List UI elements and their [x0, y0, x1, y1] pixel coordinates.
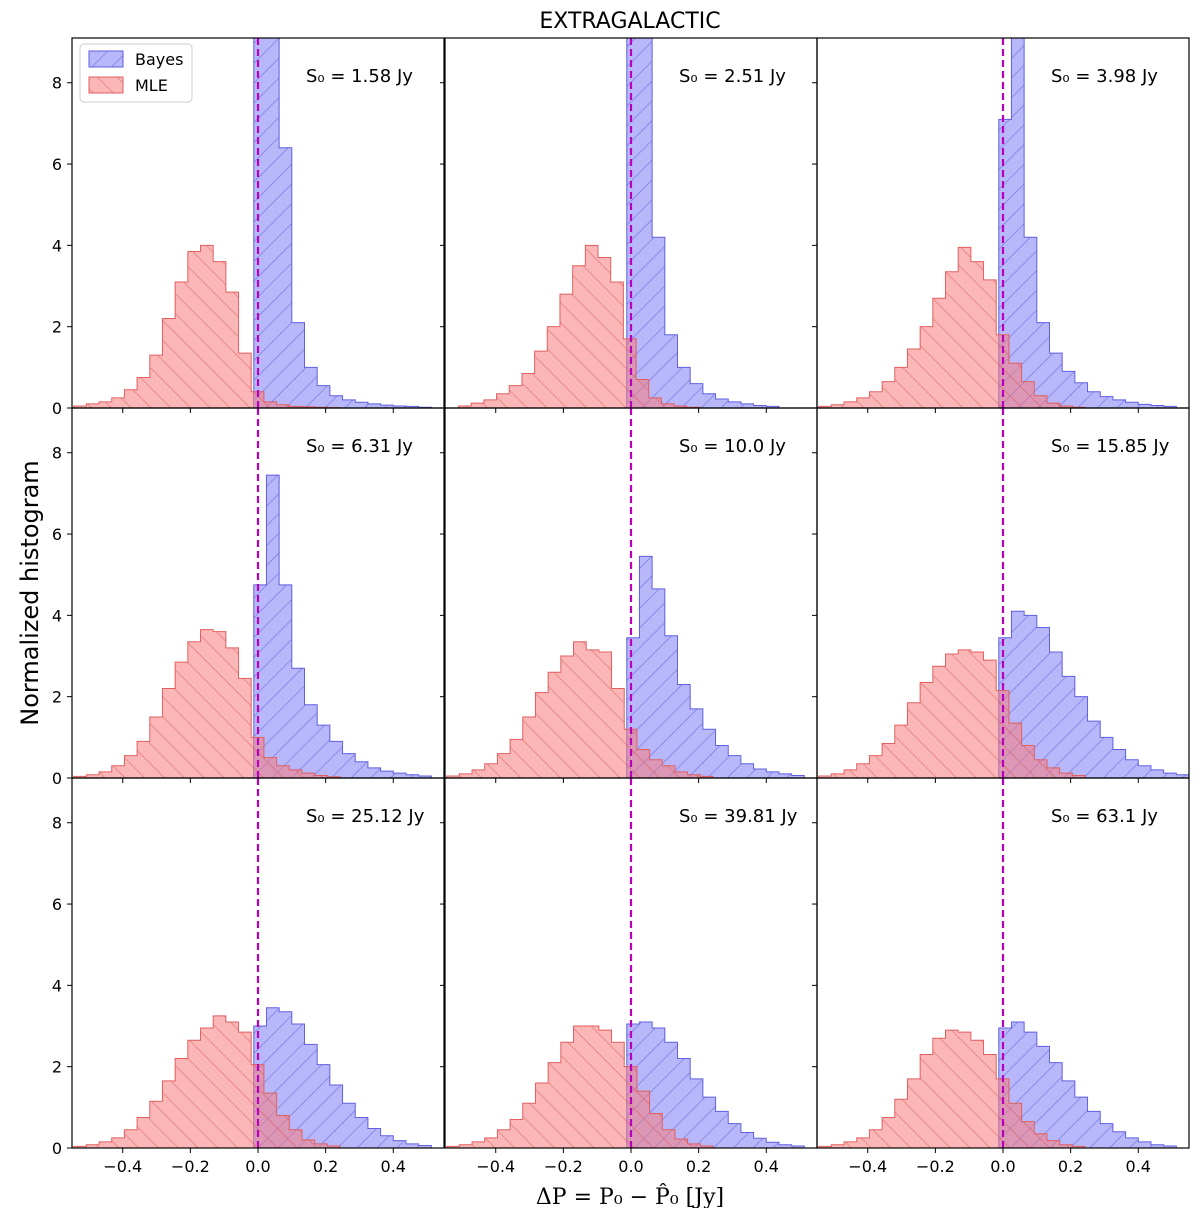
bayes-histogram [998, 1021, 1177, 1148]
x-tick-label: 0.0 [618, 1157, 643, 1176]
x-tick-label: 0.2 [313, 1157, 338, 1176]
x-tick-label: 0.0 [990, 1157, 1015, 1176]
mle-histogram [818, 246, 1086, 408]
panel-plot-area [818, 38, 1177, 408]
x-tick-label: 0.4 [754, 1157, 779, 1176]
panel-3: S₀ = 3.98 Jy [812, 37, 1190, 413]
y-tick-label: 2 [52, 1058, 62, 1077]
y-tick-label: 0 [52, 399, 62, 418]
bayes-histogram [253, 1007, 432, 1148]
y-tick-label: 8 [52, 444, 62, 463]
y-tick-label: 4 [52, 236, 62, 255]
x-tick-label: −0.4 [848, 1157, 887, 1176]
mle-histogram [446, 641, 714, 778]
mle-histogram [73, 629, 341, 778]
x-tick-label: 0.0 [245, 1157, 270, 1176]
panel-plot-area [446, 778, 805, 1148]
panel-plot-area [73, 408, 432, 778]
x-tick-label: −0.2 [916, 1157, 955, 1176]
panel-flux-label: S₀ = 6.31 Jy [306, 436, 413, 457]
panel-flux-label: S₀ = 15.85 Jy [1051, 436, 1170, 457]
panel-flux-label: S₀ = 63.1 Jy [1051, 806, 1158, 827]
y-tick-label: 6 [52, 155, 62, 174]
bayes-histogram [998, 38, 1177, 408]
y-tick-label: 8 [52, 814, 62, 833]
legend-mle-label: MLE [135, 76, 168, 95]
x-tick-label: 0.4 [381, 1157, 406, 1176]
panel-flux-label: S₀ = 1.58 Jy [306, 66, 413, 87]
x-tick-label: −0.4 [476, 1157, 515, 1176]
legend: Bayes MLE [79, 43, 193, 103]
x-tick-label: −0.2 [171, 1157, 210, 1176]
y-tick-label: 4 [52, 976, 62, 995]
panel-flux-label: S₀ = 25.12 Jy [306, 806, 425, 827]
y-axis-label: Normalized histogram [16, 460, 44, 725]
panel-flux-label: S₀ = 2.51 Jy [679, 66, 786, 87]
legend-bayes-swatch [88, 50, 124, 68]
panel-plot-area [818, 778, 1177, 1148]
mle-histogram [458, 244, 700, 408]
bayes-histogram [626, 555, 805, 778]
y-tick-label: 8 [52, 74, 62, 93]
y-tick-label: 6 [52, 525, 62, 544]
panel-5: S₀ = 10.0 Jy [440, 407, 818, 783]
mle-histogram [73, 244, 341, 408]
panel-plot-area [73, 778, 432, 1148]
bayes-histogram [626, 1021, 805, 1148]
x-tick-label: −0.2 [544, 1157, 583, 1176]
bayes-histogram [253, 474, 432, 778]
y-tick-label: 4 [52, 606, 62, 625]
legend-mle-swatch [88, 76, 124, 94]
mle-histogram [446, 1025, 714, 1148]
panel-6: S₀ = 15.85 Jy [812, 407, 1190, 783]
y-tick-label: 0 [52, 1139, 62, 1158]
figure-title: EXTRAGALACTIC [539, 9, 720, 34]
mle-histogram [818, 649, 1086, 778]
x-tick-label: 0.2 [686, 1157, 711, 1176]
legend-bayes-label: Bayes [135, 50, 183, 69]
panel-grid: 0 2 4 6 8 S₀ = 1.58 Jy S₀ = 2.51 Jy S₀ = 3.98 J… [52, 37, 1190, 1176]
panel-plot-area [818, 408, 1189, 778]
panel-flux-label: S₀ = 3.98 Jy [1051, 66, 1158, 87]
bayes-histogram [626, 38, 780, 408]
x-tick-label: −0.4 [103, 1157, 142, 1176]
panel-plot-area [73, 38, 432, 408]
panel-flux-label: S₀ = 10.0 Jy [679, 436, 786, 457]
panel-8: −0.4 −0.2 0.0 0.2 0.4 S₀ = 39.81 Jy [440, 777, 818, 1176]
mle-histogram [73, 1015, 341, 1148]
x-axis-label: ΔP = P₀ − P̂₀ [Jy] [536, 1184, 724, 1208]
panel-7: 0 2 4 6 8 −0.4 −0.2 0.0 0.2 0.4 S₀ = 25.12 Jy [52, 777, 445, 1176]
y-tick-label: 6 [52, 895, 62, 914]
y-tick-label: 2 [52, 688, 62, 707]
panel-2: S₀ = 2.51 Jy [440, 37, 818, 413]
y-tick-label: 2 [52, 318, 62, 337]
bayes-histogram [998, 610, 1189, 778]
x-tick-label: 0.2 [1058, 1157, 1083, 1176]
panel-plot-area [458, 38, 780, 408]
panel-plot-area [446, 408, 805, 778]
panel-flux-label: S₀ = 39.81 Jy [679, 806, 798, 827]
panel-9: −0.4 −0.2 0.0 0.2 0.4 S₀ = 63.1 Jy [812, 777, 1190, 1176]
y-tick-label: 0 [52, 769, 62, 788]
bayes-histogram [253, 38, 432, 408]
panel-4: 0 2 4 6 8 S₀ = 6.31 Jy [52, 407, 445, 788]
x-tick-label: 0.4 [1126, 1157, 1151, 1176]
mle-histogram [818, 1029, 1086, 1148]
